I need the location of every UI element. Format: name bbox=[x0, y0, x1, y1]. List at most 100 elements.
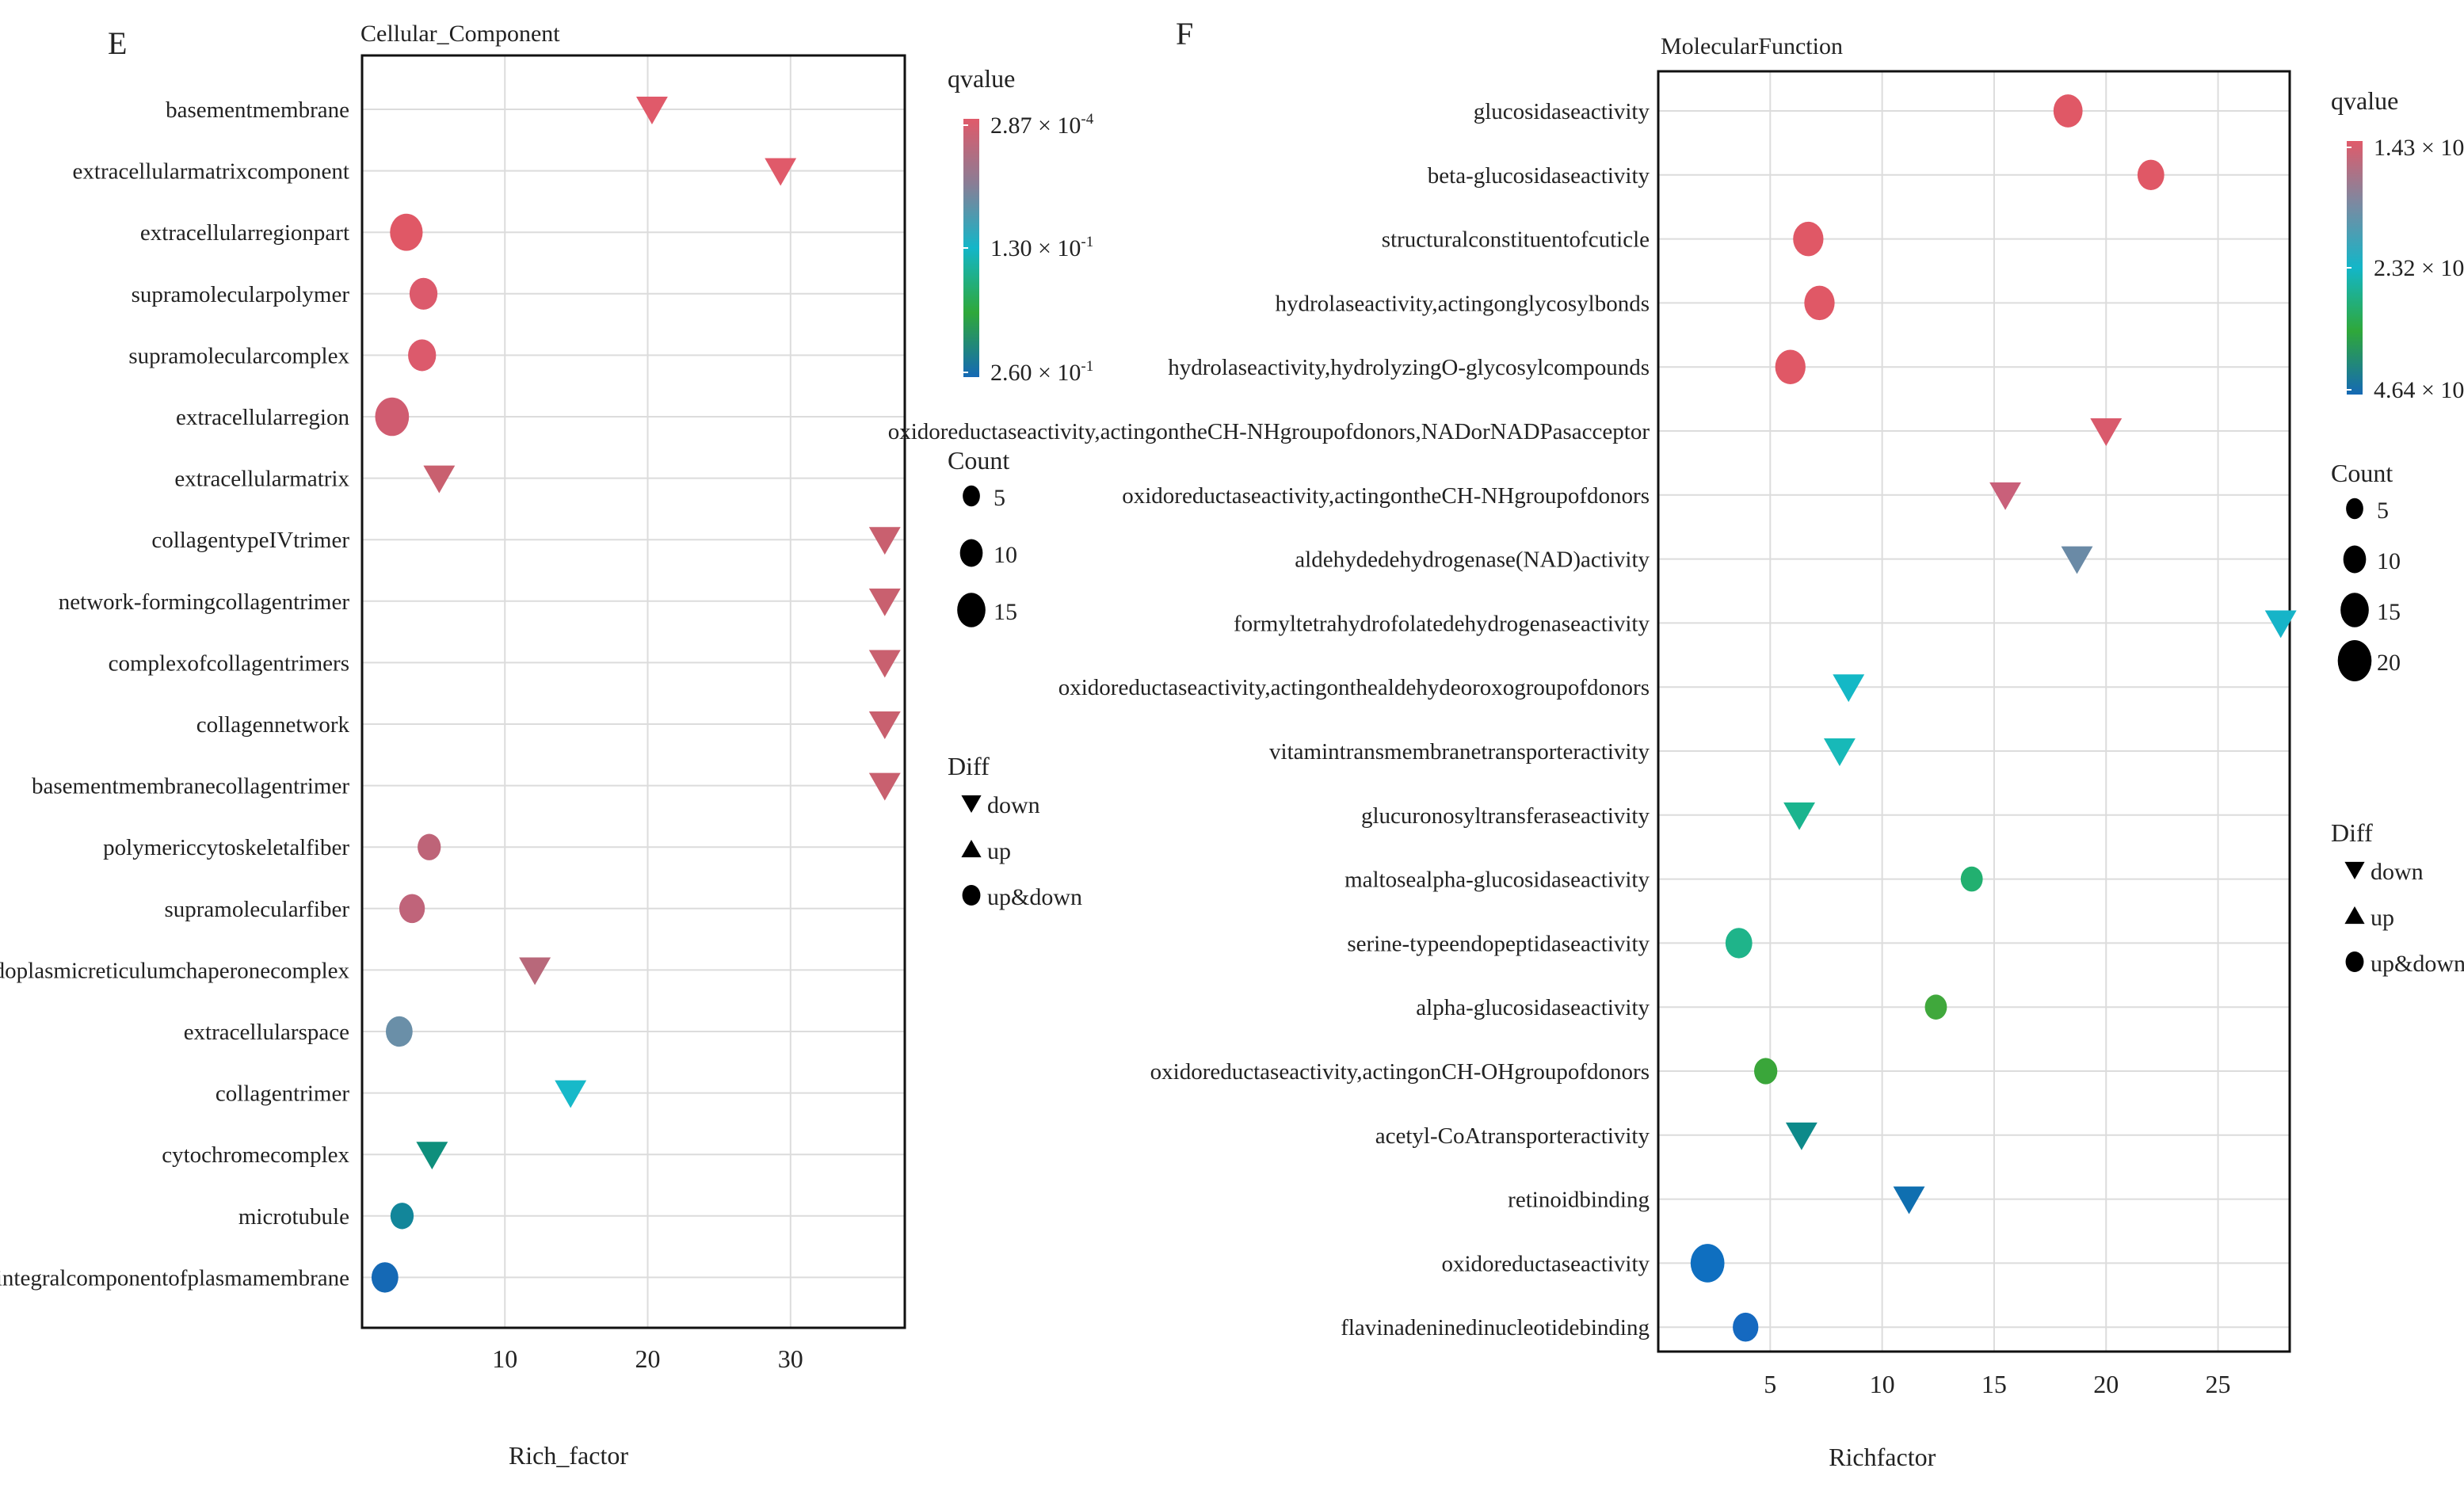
category-labels: basementmembrane extracellularmatrixcompo… bbox=[0, 97, 349, 1291]
category-label: vitamintransmembranetransporteractivity bbox=[1269, 739, 1650, 765]
count-legend-label: 15 bbox=[2377, 599, 2401, 625]
category-label: collagennetwork bbox=[196, 712, 350, 738]
panel-letter: E bbox=[108, 25, 127, 61]
category-label: basementmembrane bbox=[166, 97, 349, 123]
category-label: formyltetrahydrofolatedehydrogenaseactiv… bbox=[1234, 611, 1650, 636]
data-point bbox=[390, 213, 423, 251]
qvalue-colorbar bbox=[2347, 141, 2363, 395]
category-label: extracellularmatrixcomponent bbox=[73, 159, 349, 185]
category-label: aldehydedehydrogenase(NAD)activity bbox=[1295, 547, 1650, 573]
data-point bbox=[1783, 802, 1816, 830]
category-label: oxidoreductaseactivity,actingonthealdehy… bbox=[1058, 675, 1650, 700]
data-point bbox=[1785, 1122, 1817, 1150]
panel-title: Cellular_Component bbox=[360, 21, 560, 47]
count-legend-label: 15 bbox=[994, 599, 1017, 625]
diff-legend-marker bbox=[2344, 861, 2365, 879]
data-point bbox=[390, 1203, 414, 1230]
diff-legend-marker bbox=[962, 885, 981, 906]
diff-legend-marker bbox=[961, 840, 982, 858]
qvalue-exponent: -1 bbox=[1081, 358, 1093, 375]
qvalue-mantissa: 1.30 × 10 bbox=[990, 235, 1081, 261]
data-point bbox=[868, 588, 901, 616]
diff-legend-label: down bbox=[987, 792, 1040, 818]
x-axis-title: Richfactor bbox=[1829, 1443, 1936, 1471]
diff-legend-marker bbox=[2344, 906, 2365, 925]
count-legend-marker bbox=[2340, 593, 2369, 627]
category-label: glucosidaseactivity bbox=[1474, 99, 1650, 124]
gridlines bbox=[362, 55, 905, 1328]
data-points bbox=[1690, 94, 2297, 1342]
category-label: oxidoreductaseactivity,actingontheCH-NHg… bbox=[888, 419, 1650, 444]
data-point bbox=[2053, 94, 2083, 128]
data-point bbox=[1690, 1244, 1725, 1283]
diff-legend-label: up&down bbox=[987, 884, 1082, 910]
data-point bbox=[765, 158, 797, 186]
qvalue-label: 1.30 × 10-1 bbox=[990, 234, 1093, 261]
category-label: serine-typeendopeptidaseactivity bbox=[1347, 931, 1650, 956]
data-point bbox=[371, 1262, 399, 1293]
diff-legend-marker bbox=[961, 795, 982, 813]
qvalue-mantissa: 1.43 × 10 bbox=[2374, 135, 2464, 161]
panel-E: E Cellular_Component basementmembrane extra… bbox=[0, 21, 1094, 1470]
qvalue-colorbar bbox=[963, 119, 979, 377]
data-point bbox=[1793, 221, 1824, 257]
data-point bbox=[1960, 866, 1983, 892]
count-legend-marker bbox=[2343, 545, 2367, 574]
qvalue-mantissa: 2.60 × 10 bbox=[990, 360, 1081, 386]
x-tick-labels: 10 20 30 bbox=[492, 1344, 803, 1373]
category-label: basementmembranecollagentrimer bbox=[32, 774, 349, 799]
category-label: endoplasmicreticulumchaperonecomplex bbox=[0, 958, 349, 983]
data-point bbox=[423, 465, 456, 494]
panel-F: F MolecularFunction glucosidaseactivity bet… bbox=[888, 16, 2464, 1471]
category-label: polymericcytoskeletalfiber bbox=[103, 835, 349, 860]
qvalue-exponent: -4 bbox=[1081, 111, 1093, 128]
diff-legend-label: up&down bbox=[2371, 951, 2464, 977]
count-legend-title: Count bbox=[948, 446, 1009, 475]
category-label: supramolecularpolymer bbox=[132, 282, 350, 307]
data-point bbox=[635, 97, 668, 124]
qvalue-label: 1.43 × 10-14 bbox=[2374, 133, 2464, 161]
x-axis-title: Rich_factor bbox=[509, 1441, 628, 1470]
data-point bbox=[868, 772, 901, 801]
category-label: beta-glucosidaseactivity bbox=[1428, 163, 1650, 189]
x-tick-label: 10 bbox=[1870, 1370, 1895, 1398]
category-label: flavinadeninedinucleotidebinding bbox=[1341, 1315, 1650, 1340]
category-label: extracellularregion bbox=[176, 405, 349, 430]
qvalue-exponent: -1 bbox=[1081, 234, 1093, 250]
diff-legend-label: down bbox=[2371, 859, 2424, 885]
diff-legend-label: up bbox=[987, 838, 1011, 864]
data-point bbox=[1833, 674, 1865, 703]
category-label: retinoidbinding bbox=[1508, 1188, 1650, 1213]
category-label: collagentrimer bbox=[216, 1081, 349, 1107]
gridlines bbox=[1658, 71, 2290, 1352]
category-label: extracellularspace bbox=[184, 1020, 349, 1045]
qvalue-label: 2.60 × 10-1 bbox=[990, 358, 1093, 386]
data-point bbox=[1725, 928, 1753, 959]
category-label: supramolecularcomplex bbox=[128, 343, 349, 368]
data-point bbox=[375, 397, 410, 437]
diff-legend-title: Diff bbox=[2331, 818, 2373, 847]
qvalue-mantissa: 2.32 × 10 bbox=[2374, 255, 2464, 281]
qvalue-mantissa: 4.64 × 10 bbox=[2374, 377, 2464, 403]
x-tick-label: 20 bbox=[2093, 1370, 2119, 1398]
x-tick-label: 15 bbox=[1981, 1370, 2007, 1398]
category-label: hydrolaseactivity,actingonglycosylbonds bbox=[1276, 291, 1650, 316]
category-labels: glucosidaseactivity beta-glucosidaseactiv… bbox=[888, 99, 1650, 1340]
category-label: extracellularmatrix bbox=[174, 467, 349, 492]
category-label: integralcomponentofplasmamembrane bbox=[0, 1265, 349, 1291]
data-point bbox=[2090, 418, 2123, 446]
category-label: microtubule bbox=[238, 1204, 349, 1230]
diff-legend-title: Diff bbox=[948, 752, 990, 780]
qvalue-label: 4.64 × 10-3 bbox=[2374, 376, 2464, 403]
data-point bbox=[399, 894, 425, 924]
data-point bbox=[1893, 1186, 1925, 1215]
count-legend-title: Count bbox=[2331, 459, 2393, 487]
category-label: alpha-glucosidaseactivity bbox=[1416, 995, 1650, 1020]
x-tick-label: 25 bbox=[2206, 1370, 2231, 1398]
data-point bbox=[409, 277, 438, 310]
category-label: complexofcollagentrimers bbox=[109, 650, 349, 676]
x-tick-label: 5 bbox=[1764, 1370, 1776, 1398]
panel-letter: F bbox=[1176, 16, 1193, 51]
category-label: hydrolaseactivity,hydrolyzingO-glycosylc… bbox=[1168, 355, 1650, 380]
